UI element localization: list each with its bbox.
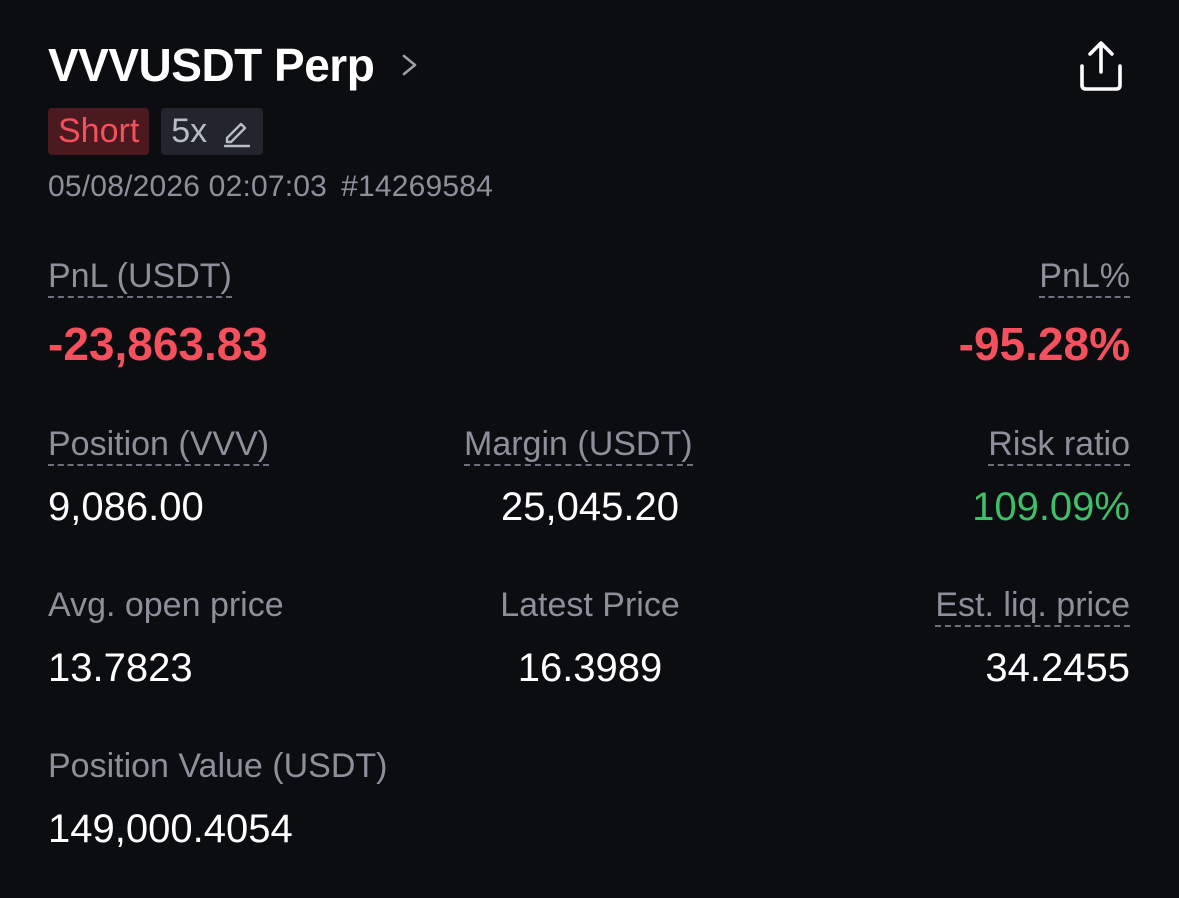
latest-price-label: Latest Price xyxy=(500,586,680,624)
order-id: #14269584 xyxy=(341,170,494,203)
margin-label[interactable]: Margin (USDT) xyxy=(464,425,693,466)
open-datetime: 05/08/2026 02:07:03 xyxy=(48,170,328,203)
position-value-amount: 149,000.4054 xyxy=(48,807,293,851)
latest-price-value: 16.3989 xyxy=(517,646,663,690)
liq-price-value: 34.2455 xyxy=(985,646,1130,690)
leverage-edit-button[interactable]: 5x xyxy=(161,108,264,155)
page-title: VVVUSDT Perp xyxy=(48,39,375,91)
header: VVVUSDT Perp xyxy=(48,38,1130,98)
chevron-right-icon xyxy=(403,54,417,76)
pnl-value: -23,863.83 xyxy=(48,318,268,370)
position-meta: 05/08/2026 02:07:03 #14269584 xyxy=(48,170,493,204)
pnl-label-wrap: PnL (USDT) xyxy=(48,257,232,298)
avg-open-price-label: Avg. open price xyxy=(48,586,284,624)
pencil-icon xyxy=(223,122,251,147)
pnl-pct-label-wrap: PnL% xyxy=(1039,257,1130,298)
position-value: 9,086.00 xyxy=(48,485,204,529)
position-tags: Short 5x xyxy=(48,108,264,155)
margin-label-wrap: Margin (USDT) xyxy=(464,425,693,466)
risk-ratio-label-wrap: Risk ratio xyxy=(988,425,1130,466)
avg-open-price-value: 13.7823 xyxy=(48,646,193,690)
margin-value: 25,045.20 xyxy=(501,485,679,529)
position-value-label: Position Value (USDT) xyxy=(48,747,388,785)
position-label-wrap: Position (VVV) xyxy=(48,425,270,466)
risk-ratio-value: 109.09% xyxy=(972,485,1130,529)
risk-ratio-label[interactable]: Risk ratio xyxy=(988,425,1130,466)
liq-price-label-wrap: Est. liq. price xyxy=(935,586,1130,627)
liq-price-label[interactable]: Est. liq. price xyxy=(935,586,1130,627)
share-upload-icon[interactable] xyxy=(1076,40,1126,92)
pnl-label[interactable]: PnL (USDT) xyxy=(48,257,232,298)
position-label[interactable]: Position (VVV) xyxy=(48,425,270,466)
symbol-title-link[interactable]: VVVUSDT Perp xyxy=(48,38,1130,92)
side-badge: Short xyxy=(48,108,150,155)
leverage-label: 5x xyxy=(171,112,208,150)
pnl-pct-value: -95.28% xyxy=(958,318,1130,370)
pnl-pct-label[interactable]: PnL% xyxy=(1039,257,1130,298)
